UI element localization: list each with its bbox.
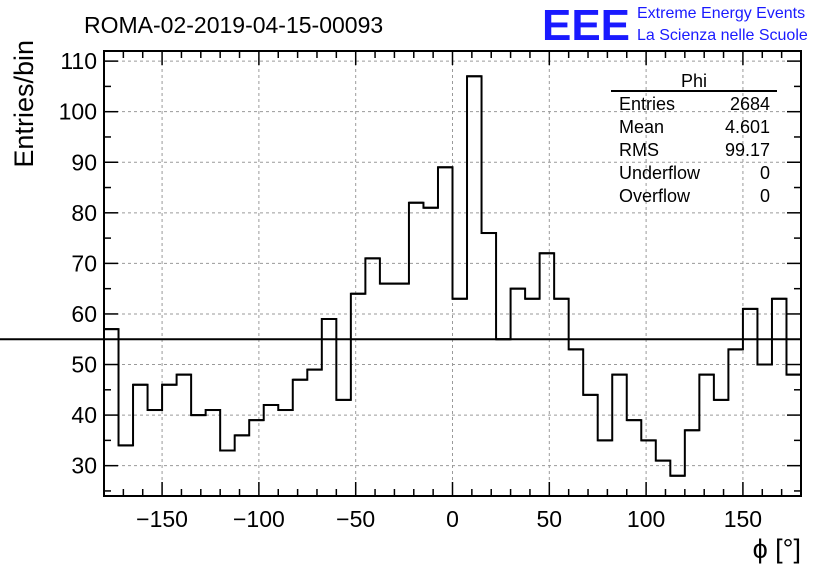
chart-title: ROMA-02-2019-04-15-00093	[84, 12, 383, 38]
x-tick-labels: −150 −100 −50 0 50 100 150	[136, 506, 762, 532]
stats-row-value: 0	[760, 163, 770, 183]
stats-title: Phi	[681, 71, 707, 91]
x-tick-label: −100	[233, 506, 285, 532]
y-tick-label: 90	[71, 149, 97, 175]
x-tick-label: −150	[136, 506, 188, 532]
y-tick-label: 60	[71, 301, 97, 327]
y-tick-label: 50	[71, 352, 97, 378]
eee-logo: EEE Extreme Energy Events La Scienza nel…	[542, 1, 808, 50]
stats-row-value: 2684	[730, 94, 770, 114]
y-tick-label: 80	[71, 200, 97, 226]
y-tick-label: 40	[71, 402, 97, 428]
stats-row-label: Entries	[619, 94, 675, 114]
stats-row-label: Mean	[619, 117, 664, 137]
stats-row-value: 4.601	[725, 117, 770, 137]
stats-row-label: Underflow	[619, 163, 701, 183]
x-axis-label: ϕ [°]	[753, 534, 801, 564]
x-tick-label: 150	[724, 506, 762, 532]
stats-rows: Entries 2684 Mean 4.601 RMS 99.17 Underflow 0 Ov…	[619, 94, 770, 206]
logo-line-1: Extreme Energy Events	[637, 5, 805, 22]
y-axis-label: Entries/bin	[9, 40, 39, 168]
stats-box: Phi Entries 2684 Mean 4.601 RMS 99.17 Underflo…	[611, 71, 777, 206]
logo-mark: EEE	[542, 1, 630, 50]
stats-row-value: 0	[760, 186, 770, 206]
y-tick-label: 30	[71, 453, 97, 479]
y-tick-label: 110	[60, 48, 97, 74]
stats-row-value: 99.17	[725, 140, 770, 160]
histogram	[0, 75, 802, 477]
stats-row-label: Overflow	[619, 186, 691, 206]
x-tick-label: 0	[446, 506, 459, 532]
x-tick-label: −50	[336, 506, 375, 532]
stats-row-label: RMS	[619, 140, 659, 160]
y-tick-label: 100	[59, 99, 97, 125]
x-tick-label: 100	[627, 506, 665, 532]
y-tick-label: 70	[71, 250, 97, 276]
logo-line-2: La Scienza nelle Scuole	[637, 27, 808, 44]
x-tick-label: 50	[537, 506, 563, 532]
axis-ticks	[103, 51, 802, 496]
y-tick-labels: 30 40 50 60 70 80 90 100 110	[59, 48, 97, 479]
